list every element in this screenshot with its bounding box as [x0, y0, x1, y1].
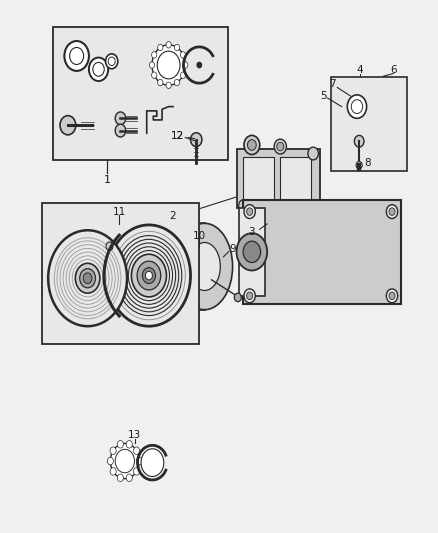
Circle shape: [110, 443, 139, 479]
Circle shape: [356, 161, 362, 169]
Circle shape: [274, 139, 286, 154]
Circle shape: [117, 474, 124, 481]
Circle shape: [354, 135, 364, 147]
Ellipse shape: [189, 243, 220, 290]
Circle shape: [93, 62, 104, 76]
Circle shape: [389, 208, 395, 215]
Circle shape: [149, 62, 155, 68]
Text: 13: 13: [128, 431, 141, 440]
Circle shape: [197, 62, 201, 68]
Circle shape: [174, 44, 180, 51]
Text: 3: 3: [248, 227, 255, 237]
Circle shape: [126, 474, 132, 481]
Text: 10: 10: [193, 231, 206, 240]
Bar: [280, 157, 311, 200]
Circle shape: [106, 242, 113, 251]
Circle shape: [386, 205, 398, 219]
Circle shape: [141, 449, 164, 477]
Circle shape: [180, 52, 186, 58]
Circle shape: [126, 441, 132, 448]
Circle shape: [277, 142, 284, 151]
Circle shape: [152, 72, 157, 78]
Circle shape: [60, 116, 76, 135]
Text: 2: 2: [170, 211, 177, 221]
Circle shape: [183, 62, 188, 68]
Circle shape: [308, 147, 318, 160]
Circle shape: [115, 449, 134, 473]
Circle shape: [115, 124, 126, 137]
Circle shape: [309, 200, 318, 211]
Circle shape: [244, 289, 255, 303]
Circle shape: [64, 41, 89, 71]
Circle shape: [134, 447, 140, 455]
Circle shape: [152, 52, 157, 58]
Circle shape: [157, 51, 180, 79]
Circle shape: [234, 293, 241, 302]
Circle shape: [110, 467, 116, 475]
Circle shape: [110, 447, 116, 455]
Text: 6: 6: [390, 66, 397, 75]
Circle shape: [48, 230, 127, 326]
Circle shape: [244, 205, 255, 219]
Circle shape: [107, 225, 191, 326]
Ellipse shape: [179, 243, 211, 290]
Text: 7: 7: [329, 79, 336, 89]
Text: 9: 9: [230, 244, 237, 254]
Circle shape: [117, 441, 124, 448]
Circle shape: [244, 135, 260, 155]
Bar: [331, 77, 407, 171]
Circle shape: [136, 457, 142, 465]
Circle shape: [75, 263, 100, 293]
Text: 4: 4: [357, 66, 364, 75]
Circle shape: [237, 233, 267, 271]
Circle shape: [131, 254, 166, 297]
Circle shape: [70, 47, 84, 64]
Text: 12: 12: [171, 131, 184, 141]
Circle shape: [191, 133, 202, 147]
Bar: [243, 200, 401, 304]
Circle shape: [115, 112, 126, 125]
Circle shape: [83, 273, 92, 284]
Text: 5: 5: [320, 91, 327, 101]
Bar: [42, 203, 199, 344]
Circle shape: [108, 57, 115, 66]
Circle shape: [180, 72, 186, 78]
Text: 8: 8: [364, 158, 371, 167]
Circle shape: [89, 58, 108, 81]
Circle shape: [166, 82, 171, 88]
Circle shape: [247, 292, 253, 300]
Circle shape: [239, 200, 247, 211]
Circle shape: [142, 268, 155, 284]
Ellipse shape: [177, 223, 233, 310]
Circle shape: [174, 79, 180, 86]
Bar: [237, 149, 320, 208]
Circle shape: [347, 95, 367, 118]
Circle shape: [247, 140, 256, 150]
Circle shape: [106, 54, 118, 69]
Circle shape: [166, 42, 171, 48]
Circle shape: [389, 292, 395, 300]
Bar: [53, 27, 228, 160]
Text: 11: 11: [113, 207, 126, 217]
Circle shape: [107, 457, 113, 465]
Circle shape: [80, 269, 95, 288]
Circle shape: [158, 79, 163, 86]
Bar: [239, 208, 265, 296]
Circle shape: [137, 261, 161, 290]
Circle shape: [152, 45, 185, 85]
Circle shape: [158, 44, 163, 51]
Circle shape: [351, 100, 363, 114]
Circle shape: [145, 271, 152, 280]
Text: 12: 12: [171, 131, 184, 141]
Circle shape: [134, 467, 140, 475]
Circle shape: [247, 208, 253, 215]
Text: 1: 1: [104, 175, 111, 185]
Ellipse shape: [167, 223, 223, 310]
Circle shape: [243, 241, 261, 263]
Bar: [243, 157, 274, 200]
Circle shape: [386, 289, 398, 303]
